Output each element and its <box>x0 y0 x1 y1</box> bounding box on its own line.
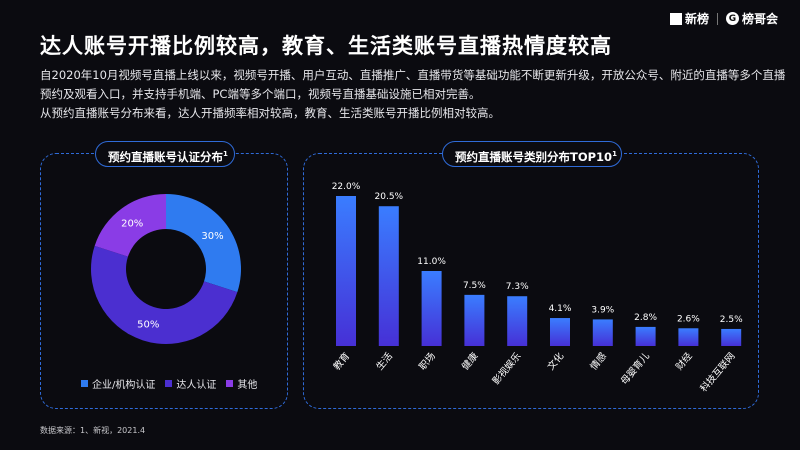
bar-chart: 22.0% 教育 20.5% 生活 11.0% 职场 7.5% 健康 7.3% 影视娱乐 4.1% 文… <box>331 182 743 394</box>
bar-category-label: 财经 <box>673 350 695 373</box>
legend-item: 其他 <box>226 376 257 391</box>
bar-category-label: 生活 <box>374 350 396 373</box>
donut-slice <box>94 194 166 257</box>
bar-category-label: 母婴育儿 <box>618 350 652 387</box>
bangge-icon: G <box>725 12 739 25</box>
bar <box>721 328 742 346</box>
logo-newrank-text: 新榜 <box>684 12 709 26</box>
bar-value-label: 4.1% <box>549 304 572 314</box>
page-title: 达人账号开播比例较高，教育、生活类账号直播热情度较高 <box>40 34 612 58</box>
logo-bangge-text: 榜哥会 <box>741 12 778 26</box>
bar <box>507 296 528 346</box>
donut-slice <box>91 245 238 344</box>
panel-title-certification-text: 预约直播账号认证分布 <box>108 149 223 164</box>
brand-logos: 新榜 G 榜哥会 <box>669 10 778 27</box>
bar-value-label: 2.5% <box>720 315 743 325</box>
donut-slice-label: 20% <box>121 218 143 229</box>
bar-value-label: 11.0% <box>417 257 446 267</box>
legend-label: 达人认证 <box>176 380 217 391</box>
bar-value-label: 2.6% <box>677 314 700 324</box>
bar-category-label: 文化 <box>545 350 567 373</box>
bar <box>592 319 613 346</box>
bar-category-label: 科技互联网 <box>698 350 738 394</box>
donut-legend: 企业/机构认证 达人认证 其他 <box>81 376 257 391</box>
legend-item: 达人认证 <box>165 376 216 391</box>
panel-title-certification: 预约直播账号认证分布1 <box>95 141 235 167</box>
bar <box>464 294 485 346</box>
intro-line-1: 自2020年10月视频号直播上线以来，视频号开播、用户互动、直播推广、直播带货等… <box>40 68 786 82</box>
donut-slice-label: 50% <box>137 320 159 331</box>
bar <box>378 206 399 346</box>
bar-category-label: 教育 <box>331 350 352 372</box>
panel-title-certification-sup: 1 <box>223 150 228 158</box>
legend-label: 其他 <box>237 380 258 391</box>
panel-category: 预约直播账号类别分布TOP101 22.0% 教育 20.5% 生活 11.0% 职场 7.… <box>303 141 759 409</box>
bar-value-label: 2.8% <box>634 313 657 323</box>
bar-value-label: 20.5% <box>375 192 404 202</box>
logo-bangge: G 榜哥会 <box>725 10 778 27</box>
data-source-footnote: 数据来源：1、新视，2021.4 <box>40 426 146 435</box>
bar-category-label: 职场 <box>417 351 438 373</box>
bar-category-label: 情感 <box>588 350 610 373</box>
donut-slice <box>166 194 242 293</box>
legend-swatch <box>81 380 88 387</box>
bar-value-label: 7.5% <box>463 281 486 291</box>
bar <box>421 271 442 346</box>
bar-category-label: 影视娱乐 <box>490 350 524 387</box>
bar <box>550 318 570 346</box>
bar-category-label: 健康 <box>459 350 481 373</box>
bar <box>678 328 699 346</box>
bar-value-label: 3.9% <box>591 305 614 315</box>
legend-swatch <box>165 380 173 387</box>
legend-label: 企业/机构认证 <box>92 380 156 391</box>
bar-value-label: 7.3% <box>506 282 529 292</box>
panel-title-category-sup: 1 <box>612 150 617 158</box>
panel-title-category: 预约直播账号类别分布TOP101 <box>442 141 622 167</box>
intro-text: 自2020年10月视频号直播上线以来，视频号开播、用户互动、直播推广、直播带货等… <box>40 66 786 123</box>
panel-certification: 预约直播账号认证分布1 30% 50% 20% 企业/机构认证 达人认证 其他 <box>40 141 288 409</box>
logo-newrank: 新榜 <box>669 10 709 27</box>
logo-divider <box>716 12 718 25</box>
panel-title-category-text: 预约直播账号类别分布TOP10 <box>455 149 613 164</box>
legend-item: 企业/机构认证 <box>81 376 155 391</box>
intro-line-2: 预约及观看入口，并支持手机端、PC端等多个端口，视频号直播基础设施已相对完善。 <box>40 87 481 101</box>
intro-line-3: 从预约直播账号分布来看，达人开播频率相对较高，教育、生活类账号开播比例相对较高。 <box>40 106 500 120</box>
donut-chart: 30% 50% 20% <box>91 194 242 344</box>
bar <box>635 326 656 346</box>
legend-swatch <box>226 380 234 387</box>
bar-value-label: 22.0% <box>332 182 361 192</box>
donut-slice-label: 30% <box>201 231 223 242</box>
newrank-icon <box>669 12 682 25</box>
bar <box>336 196 356 346</box>
